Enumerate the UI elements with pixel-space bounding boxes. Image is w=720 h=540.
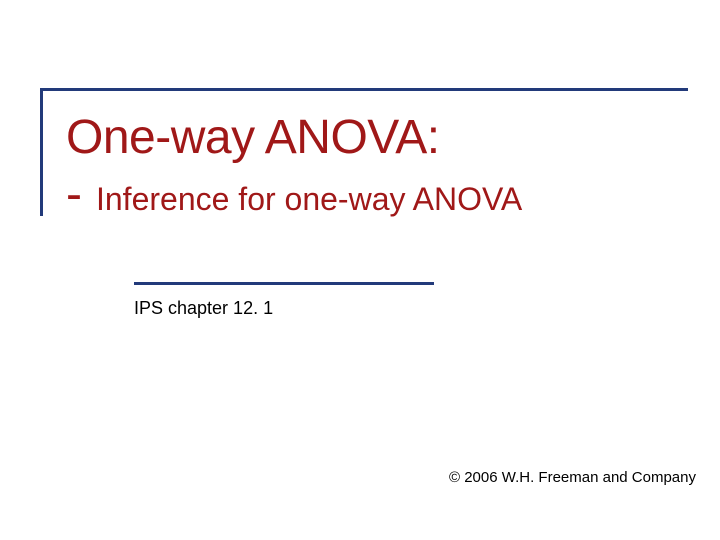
frame-rule-top — [40, 88, 688, 91]
title-block: One-way ANOVA: - Inference for one-way A… — [66, 110, 666, 219]
frame-rule-left — [40, 88, 43, 216]
slide-title: One-way ANOVA: — [66, 110, 666, 165]
slide-subtitle: Inference for one-way ANOVA — [96, 181, 522, 218]
subtitle-dash: - — [66, 171, 82, 219]
copyright-text: © 2006 W.H. Freeman and Company — [449, 469, 696, 486]
subtitle-row: - Inference for one-way ANOVA — [66, 171, 666, 219]
chapter-reference: IPS chapter 12. 1 — [134, 298, 273, 319]
subtitle-underline — [134, 282, 434, 285]
